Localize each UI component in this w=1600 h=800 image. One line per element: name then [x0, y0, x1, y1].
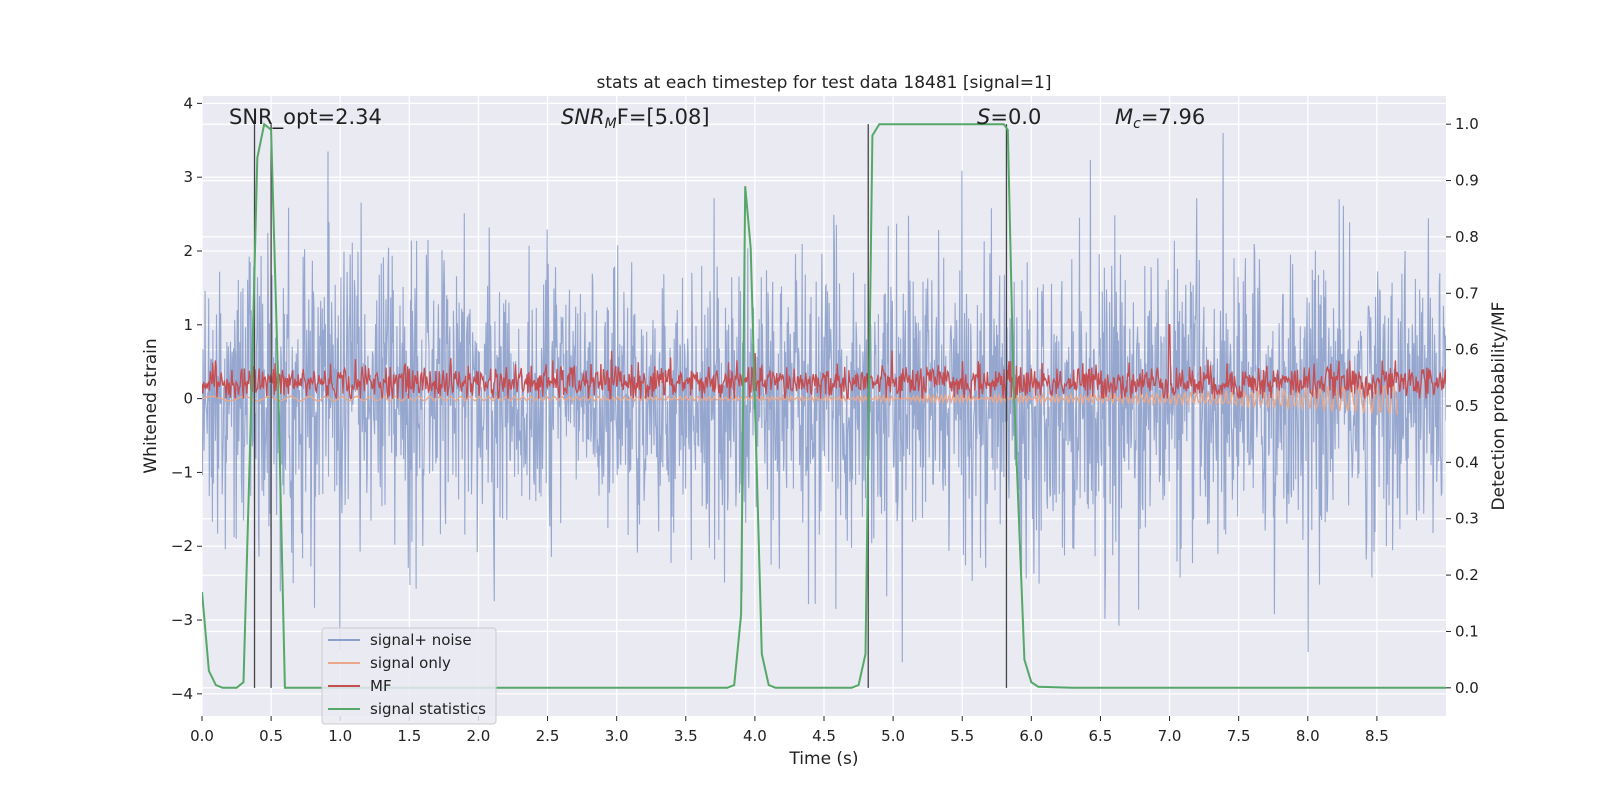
series-mf-line: [202, 324, 1446, 401]
y-left-tick-label: 0: [183, 390, 193, 408]
y-right-tick-label: 1.0: [1455, 115, 1479, 133]
x-tick-label: 8.5: [1365, 727, 1389, 745]
annotation-mc-name: M: [1115, 105, 1133, 129]
y-right-tick-label: 0.8: [1455, 228, 1479, 246]
annotation-s-name: S: [977, 105, 990, 129]
y-right-tick-label: 0.5: [1455, 397, 1479, 415]
annotation-snr-opt: SNR_opt=2.34: [229, 105, 382, 130]
legend-box: [321, 627, 497, 725]
annotation-mc-sub: c: [1133, 116, 1141, 132]
x-axis-label: Time (s): [788, 749, 858, 769]
x-tick-label: 3.5: [674, 727, 698, 745]
y-left-tick-label: 3: [183, 168, 193, 186]
y-left-axis-ticks: 4 3 2 1 0 −1 −2 −3 −4: [171, 94, 202, 703]
x-tick-label: 2.5: [536, 727, 560, 745]
x-tick-label: 7.0: [1158, 727, 1182, 745]
annotation-snr-mf-name: SNR: [561, 105, 605, 129]
series-signal-statistics-line: [202, 122, 1446, 689]
annotation-snr-mf-rest: F=[5.08]: [617, 105, 710, 129]
x-tick-label: 6.0: [1019, 727, 1043, 745]
series-signal-only-line: [202, 381, 1399, 415]
x-tick-label: 8.0: [1296, 727, 1320, 745]
y-left-tick-label: −4: [171, 685, 193, 703]
y-right-tick-label: 0.7: [1455, 284, 1479, 302]
y-right-tick-label: 0.4: [1455, 453, 1479, 471]
y-right-axis-ticks: 1.0 0.9 0.8 0.7 0.6 0.5 0.4 0.3 0.2 0.1 0.0: [1446, 115, 1479, 697]
legend-label-signal-noise: signal+ noise: [370, 631, 472, 649]
y-right-tick-label: 0.9: [1455, 172, 1479, 190]
x-tick-label: 1.5: [397, 727, 421, 745]
x-tick-label: 5.5: [950, 727, 974, 745]
x-tick-label: 0.0: [190, 727, 214, 745]
y-right-tick-label: 0.2: [1455, 566, 1479, 584]
legend-label-signal-only: signal only: [370, 654, 451, 672]
y-right-tick-label: 0.3: [1455, 510, 1479, 528]
y-left-tick-label: 4: [183, 94, 193, 112]
y-left-axis-label: Whitened strain: [141, 338, 161, 473]
chart-title: stats at each timestep for test data 184…: [597, 73, 1052, 93]
legend-label-mf: MF: [370, 677, 392, 695]
y-right-tick-label: 0.1: [1455, 622, 1479, 640]
x-tick-label: 3.0: [605, 727, 629, 745]
x-tick-label: 0.5: [259, 727, 283, 745]
y-left-tick-label: −2: [171, 537, 193, 555]
legend: signal+ noise signal only MF signal stat…: [321, 627, 497, 725]
x-tick-label: 4.0: [743, 727, 767, 745]
annotation-snr-mf: SNRMF=[5.08]: [561, 105, 710, 132]
x-axis-ticks: 0.0 0.5 1.0 1.5 2.0 2.5 3.0 3.5 4.0 4.5 5.0 5.5 6.0 6…: [190, 716, 1389, 745]
y-left-tick-label: 1: [183, 316, 193, 334]
annotation-s: S=0.0: [977, 105, 1041, 129]
annotation-s-rest: =0.0: [990, 105, 1041, 129]
x-tick-label: 6.5: [1089, 727, 1113, 745]
annotation-mc-rest: =7.96: [1141, 105, 1205, 129]
annotation-snr-mf-sub: M: [605, 116, 617, 132]
x-tick-label: 2.0: [467, 727, 491, 745]
y-left-tick-label: 2: [183, 242, 193, 260]
x-tick-label: 4.5: [812, 727, 836, 745]
series-layer: [202, 122, 1446, 689]
y-right-axis-label: Detection probability/MF: [1489, 302, 1509, 511]
y-left-tick-label: −3: [171, 611, 193, 629]
y-right-tick-label: 0.0: [1455, 679, 1479, 697]
x-tick-label: 1.0: [328, 727, 352, 745]
legend-label-signal-statistics: signal statistics: [370, 700, 486, 718]
y-right-tick-label: 0.6: [1455, 341, 1479, 359]
annotation-mc: Mc=7.96: [1115, 105, 1205, 132]
x-tick-label: 5.0: [881, 727, 905, 745]
x-tick-label: 7.5: [1227, 727, 1251, 745]
y-left-tick-label: −1: [171, 463, 193, 481]
